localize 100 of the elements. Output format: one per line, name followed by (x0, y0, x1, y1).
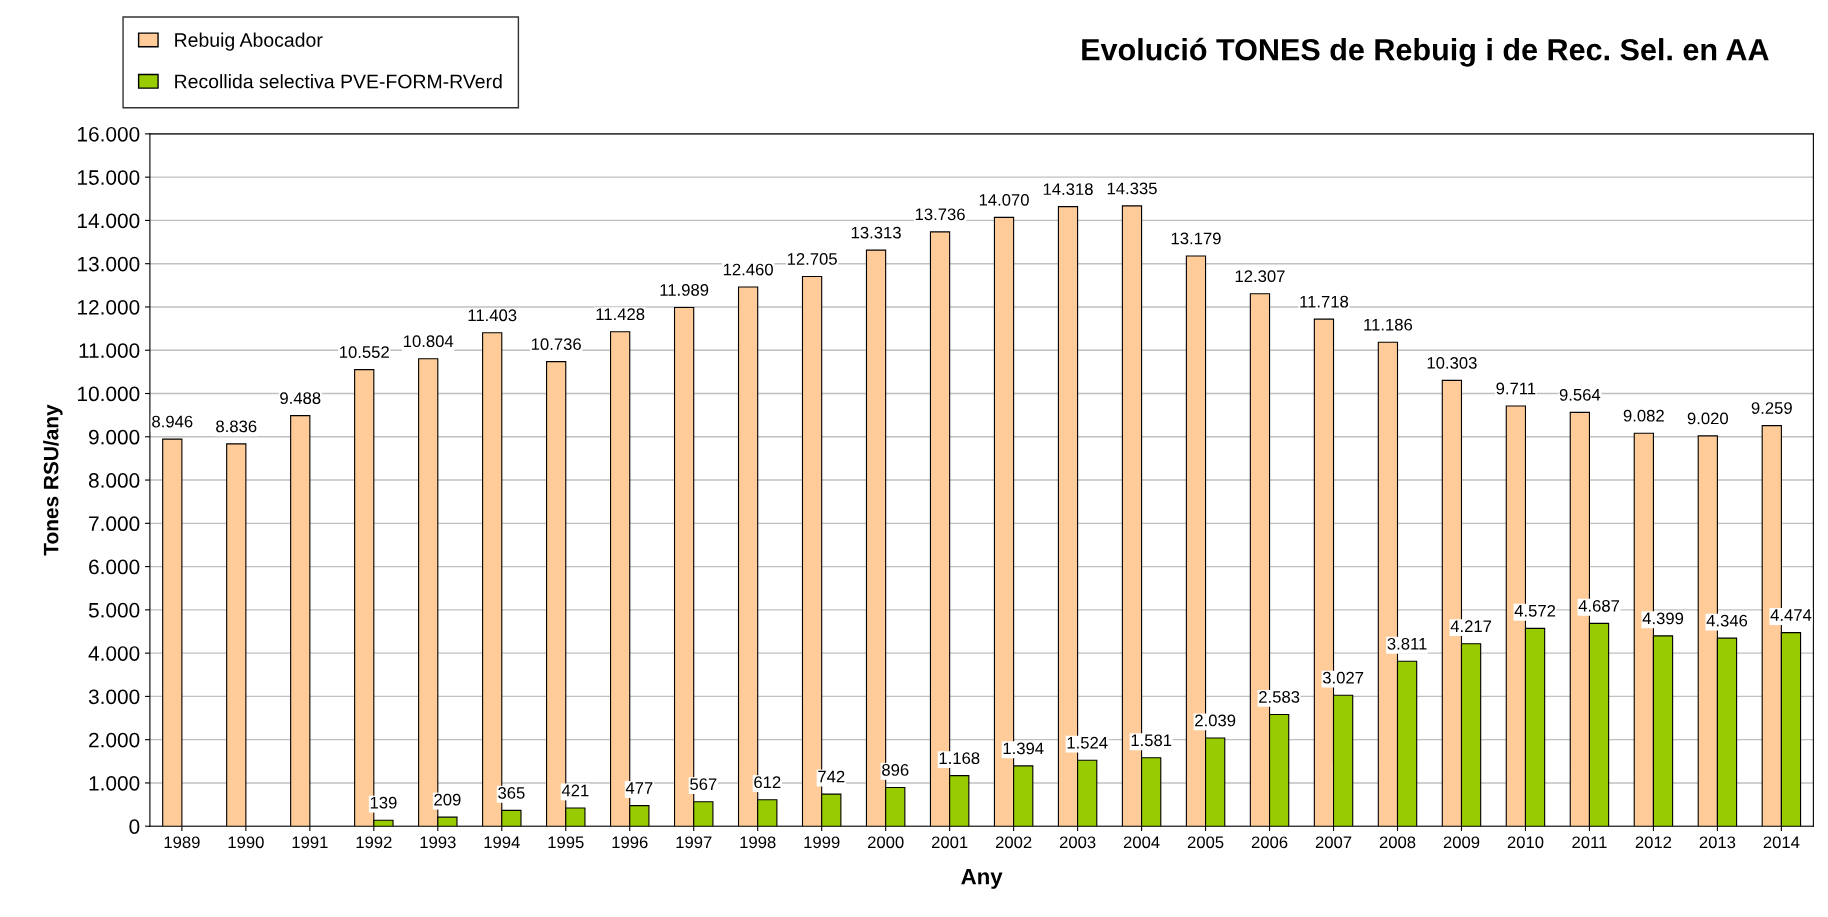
data-label: 4.572 (1514, 604, 1556, 617)
data-label: 209 (434, 793, 461, 806)
y-tick-label: 1.000 (89, 775, 140, 791)
y-tick-label: 0 (129, 819, 140, 834)
x-tick-label: 2009 (1443, 836, 1480, 849)
data-label: 9.488 (280, 392, 321, 405)
bar (162, 438, 183, 827)
x-tick-label: 2005 (1187, 836, 1224, 849)
data-label: 8.836 (216, 420, 257, 433)
x-axis-title: Any (961, 868, 1003, 889)
y-tick-label: 12.000 (78, 299, 140, 315)
y-tick-label: 9.000 (89, 429, 140, 445)
y-tick-label: 13.000 (78, 256, 140, 272)
data-label: 365 (498, 786, 525, 799)
data-label: 11.186 (1364, 318, 1413, 331)
y-axis-title: Tones RSU/any (43, 404, 63, 556)
x-tick-label: 2001 (931, 836, 968, 849)
x-tick-label: 2002 (995, 836, 1032, 849)
x-tick-label: 2012 (1635, 836, 1672, 849)
data-label: 9.564 (1559, 388, 1601, 401)
data-label: 11.718 (1300, 295, 1349, 308)
data-label: 10.552 (340, 346, 389, 358)
y-tick-label: 7.000 (89, 516, 140, 532)
data-label: 11.428 (596, 308, 645, 321)
data-label: 13.179 (1171, 232, 1221, 245)
data-label: 14.318 (1043, 183, 1093, 196)
data-label: 742 (818, 770, 845, 783)
bar (290, 415, 311, 827)
legend-label: Rebuig Abocador (175, 32, 323, 51)
data-label: 1.394 (1003, 742, 1044, 755)
x-tick-label: 2014 (1763, 836, 1800, 849)
data-label: 12.307 (1235, 270, 1285, 283)
bar (226, 443, 247, 827)
x-tick-label: 1995 (548, 836, 584, 849)
x-tick-label: 1994 (484, 836, 520, 849)
y-tick-label: 3.000 (88, 689, 140, 705)
y-tick-label: 8.000 (88, 473, 140, 488)
chart-title: Evolució TONES de Rebuig i de Rec. Sel. en AA (1082, 37, 1769, 67)
x-tick-label: 2011 (1572, 836, 1607, 849)
y-tick-label: 5.000 (88, 602, 140, 618)
x-tick-label: 2006 (1251, 836, 1288, 849)
y-tick-label: 15.000 (78, 170, 140, 185)
x-tick-label: 2010 (1507, 836, 1544, 849)
data-label: 4.217 (1450, 620, 1492, 632)
x-tick-label: 1991 (292, 836, 328, 849)
data-label: 13.736 (915, 208, 965, 221)
data-label: 2.583 (1259, 691, 1300, 703)
data-label: 2.039 (1195, 714, 1236, 727)
data-label: 3.027 (1322, 671, 1364, 684)
x-tick-label: 2008 (1379, 836, 1416, 849)
data-label: 9.711 (1496, 382, 1536, 395)
data-label: 14.070 (979, 193, 1029, 206)
data-label: 567 (690, 778, 717, 791)
x-tick-label: 1989 (164, 836, 200, 849)
data-label: 9.082 (1623, 409, 1664, 422)
data-label: 10.804 (403, 335, 454, 348)
data-label: 1.524 (1067, 736, 1108, 749)
x-tick-label: 1993 (420, 836, 456, 849)
data-label: 12.705 (787, 253, 837, 265)
data-label: 4.687 (1578, 599, 1620, 612)
x-tick-label: 1997 (676, 836, 712, 849)
x-tick-label: 2007 (1315, 836, 1352, 849)
y-tick-label: 11.000 (79, 343, 140, 358)
data-label: 139 (370, 796, 397, 809)
data-label: 9.020 (1687, 412, 1729, 425)
x-tick-label: 2003 (1059, 836, 1096, 849)
data-label: 9.259 (1751, 402, 1792, 414)
x-tick-label: 1999 (804, 836, 840, 849)
data-label: 421 (561, 784, 589, 797)
data-label: 1.581 (1131, 734, 1172, 747)
data-label: 14.335 (1107, 182, 1157, 195)
data-label: 4.399 (1642, 612, 1684, 625)
data-label: 1.168 (939, 752, 980, 765)
data-label: 13.313 (851, 226, 901, 239)
x-tick-label: 1990 (228, 836, 264, 849)
y-tick-label: 16.000 (78, 126, 140, 142)
y-tick-label: 6.000 (89, 559, 140, 575)
data-label: 4.346 (1706, 614, 1748, 627)
data-label: 11.989 (660, 284, 709, 296)
x-tick-label: 2004 (1123, 836, 1160, 849)
data-label: 12.460 (723, 263, 773, 276)
data-label: 10.303 (1427, 356, 1477, 369)
data-label: 896 (882, 764, 909, 776)
data-label: 4.474 (1770, 609, 1812, 621)
data-label: 8.946 (152, 415, 193, 428)
x-tick-label: 2013 (1699, 836, 1736, 849)
y-tick-label: 4.000 (88, 646, 140, 661)
data-label: 10.736 (531, 338, 581, 351)
x-tick-label: 2000 (867, 836, 904, 849)
data-label: 3.811 (1387, 637, 1427, 650)
data-label: 612 (754, 776, 781, 789)
x-tick-label: 1996 (612, 836, 648, 849)
data-label: 477 (625, 782, 653, 794)
y-tick-label: 14.000 (78, 213, 140, 229)
legend-label: Recollida selectiva PVE-FORM-RVerd (175, 74, 502, 89)
y-tick-label: 2.000 (89, 732, 140, 748)
data-label: 11.403 (468, 309, 517, 322)
y-tick-label: 10.000 (78, 386, 140, 402)
x-tick-label: 1992 (356, 836, 392, 849)
x-tick-label: 1998 (740, 836, 776, 849)
